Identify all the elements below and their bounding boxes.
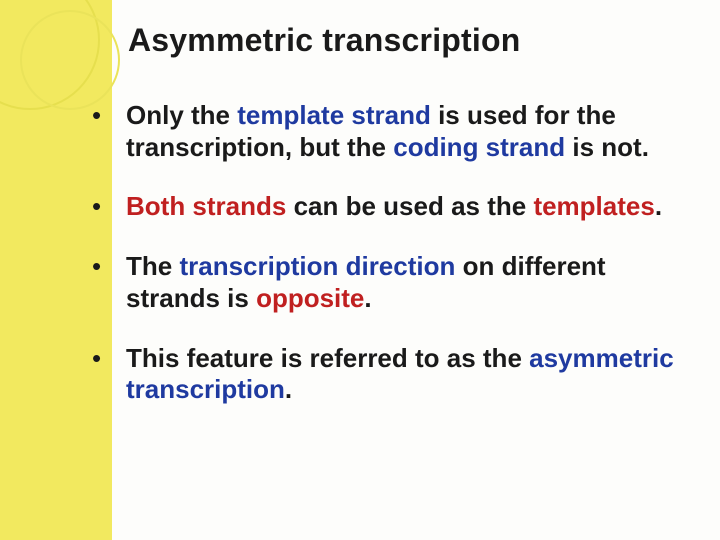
- bullet-marker: •: [90, 191, 126, 223]
- text-segment: is not.: [565, 132, 649, 162]
- bullet-text: Both strands can be used as the template…: [126, 191, 690, 223]
- bullet-item: • Both strands can be used as the templa…: [90, 191, 690, 223]
- bullet-text: This feature is referred to as the asymm…: [126, 343, 690, 406]
- text-segment: Only the: [126, 100, 237, 130]
- text-segment: transcription direction: [179, 251, 455, 281]
- bullet-text: Only the template strand is used for the…: [126, 100, 690, 163]
- text-segment: coding strand: [393, 132, 565, 162]
- text-segment: templates: [533, 191, 654, 221]
- bullet-text: The transcription direction on different…: [126, 251, 690, 314]
- text-segment: opposite: [256, 283, 364, 313]
- text-segment: This feature is referred to as the: [126, 343, 529, 373]
- text-segment: .: [655, 191, 662, 221]
- bullet-marker: •: [90, 343, 126, 375]
- bullet-marker: •: [90, 100, 126, 132]
- text-segment: .: [285, 374, 292, 404]
- bullet-list: • Only the template strand is used for t…: [90, 100, 690, 434]
- text-segment: can be used as the: [286, 191, 533, 221]
- bullet-item: • This feature is referred to as the asy…: [90, 343, 690, 406]
- bullet-item: • Only the template strand is used for t…: [90, 100, 690, 163]
- bullet-marker: •: [90, 251, 126, 283]
- text-segment: template strand: [237, 100, 431, 130]
- text-segment: .: [364, 283, 371, 313]
- slide: Asymmetric transcription • Only the temp…: [0, 0, 720, 540]
- bullet-item: • The transcription direction on differe…: [90, 251, 690, 314]
- text-segment: The: [126, 251, 179, 281]
- decorative-circle-2: [20, 10, 120, 110]
- text-segment: Both strands: [126, 191, 286, 221]
- slide-title: Asymmetric transcription: [128, 22, 520, 59]
